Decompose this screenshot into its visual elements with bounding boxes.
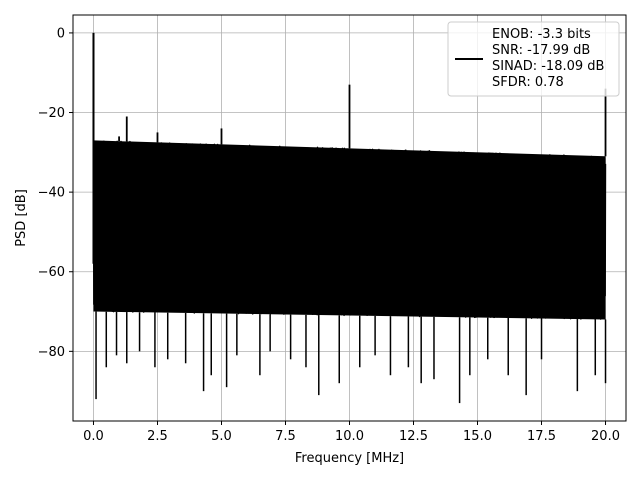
legend-enob: ENOB: -3.3 bits (492, 27, 591, 42)
x-tick-label: 15.0 (463, 429, 492, 444)
x-axis: 0.0 2.5 5.0 7.5 10.0 12.5 15.0 17.5 20.0 (83, 421, 620, 444)
x-tick-label: 17.5 (527, 429, 556, 444)
legend: ENOB: -3.3 bits SNR: -17.99 dB SINAD: -1… (447, 21, 620, 97)
y-tick-label: −20 (38, 106, 65, 121)
legend-sfdr: SFDR: 0.78 (492, 75, 564, 90)
psd-noise-band (93, 140, 606, 320)
y-axis-title: PSD [dB] (14, 189, 29, 247)
series-psd (92, 32, 607, 404)
legend-sinad: SINAD: -18.09 dB (492, 59, 604, 74)
legend-box (447, 21, 620, 97)
x-tick-label: 10.0 (335, 429, 364, 444)
y-tick-label: −80 (38, 345, 65, 360)
y-axis: 0 −20 −40 −60 −80 (38, 26, 73, 360)
x-tick-label: 12.5 (399, 429, 428, 444)
x-tick-label: 7.5 (275, 429, 296, 444)
x-axis-title: Frequency [MHz] (295, 451, 404, 466)
x-tick-label: 2.5 (147, 429, 168, 444)
y-tick-label: −40 (38, 186, 65, 201)
y-tick-label: 0 (57, 26, 65, 41)
y-tick-label: −60 (38, 265, 65, 280)
x-tick-label: 20.0 (591, 429, 620, 444)
x-tick-label: 5.0 (211, 429, 232, 444)
x-tick-label: 0.0 (83, 429, 104, 444)
legend-snr: SNR: -17.99 dB (492, 43, 590, 58)
